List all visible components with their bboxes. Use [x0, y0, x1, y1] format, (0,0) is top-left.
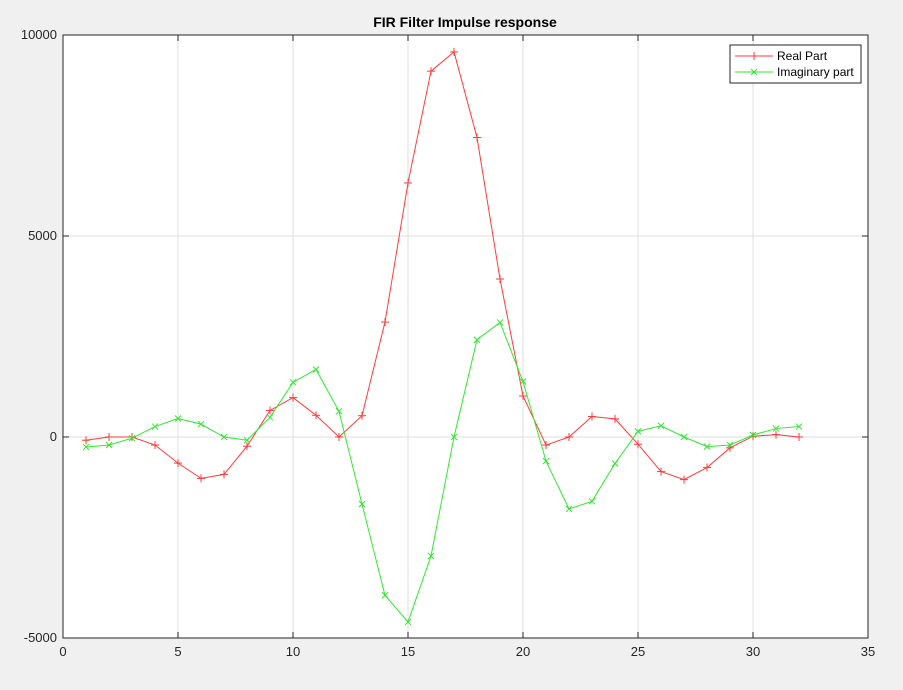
- data-point: [82, 443, 90, 451]
- data-point: [220, 433, 228, 441]
- data-point: [151, 441, 159, 450]
- data-point: [726, 441, 734, 449]
- data-point: [82, 436, 90, 445]
- data-point: [427, 552, 435, 560]
- data-point: [266, 406, 274, 415]
- data-point: [565, 505, 573, 513]
- legend: Real Part Imaginary part: [729, 44, 862, 84]
- data-point: [243, 442, 251, 451]
- legend-marker-imag: [750, 68, 758, 76]
- data-point: [519, 378, 527, 385]
- data-point: [358, 500, 366, 508]
- data-point: [358, 411, 366, 420]
- x-tick-label: 30: [746, 644, 760, 659]
- chart-title: FIR Filter Impulse response: [373, 14, 557, 30]
- data-point: [243, 436, 251, 444]
- data-point: [611, 460, 619, 467]
- data-point: [703, 463, 711, 472]
- legend-box: [729, 44, 862, 84]
- legend-label-imag: Imaginary part: [777, 65, 854, 79]
- data-point: [312, 366, 320, 373]
- y-tick-label: -5000: [24, 630, 57, 645]
- x-tick-label: 10: [286, 644, 300, 659]
- data-point: [473, 133, 481, 142]
- data-point: [450, 47, 458, 56]
- series-real-part: [82, 47, 803, 484]
- data-point: [381, 592, 389, 599]
- x-tick-label: 20: [516, 644, 530, 659]
- series-line: [85, 50, 800, 481]
- data-point: [634, 428, 642, 435]
- x-tick-label: 25: [631, 644, 645, 659]
- data-point: [105, 441, 113, 449]
- data-point: [404, 618, 412, 626]
- data-point: [542, 457, 550, 465]
- data-point: [749, 431, 757, 439]
- data-point: [151, 423, 159, 430]
- data-point: [335, 407, 343, 415]
- data-point: [657, 467, 665, 476]
- data-point: [680, 433, 688, 441]
- plot-area: [63, 35, 868, 638]
- data-point: [703, 443, 711, 451]
- series-layer: [82, 47, 803, 626]
- data-point: [312, 411, 320, 420]
- data-point: [289, 393, 297, 402]
- data-point: [611, 414, 619, 423]
- data-point: [496, 275, 504, 284]
- data-point: [450, 433, 458, 441]
- series-line: [85, 321, 800, 623]
- data-point: [220, 470, 228, 479]
- y-tick-label: 0: [50, 429, 57, 444]
- data-point: [634, 440, 642, 449]
- data-point: [174, 415, 182, 422]
- data-point: [174, 459, 182, 468]
- data-point: [795, 433, 803, 441]
- data-point: [197, 420, 205, 428]
- y-tick-label: 5000: [28, 228, 57, 243]
- data-point: [519, 391, 527, 400]
- data-point: [657, 422, 665, 430]
- data-point: [404, 178, 412, 187]
- legend-label-real: Real Part: [777, 49, 828, 63]
- data-point: [473, 336, 481, 344]
- data-point: [105, 433, 113, 441]
- x-tick-label: 15: [401, 644, 415, 659]
- x-tick-label: 35: [861, 644, 875, 659]
- axes-box: [62, 34, 869, 639]
- data-point: [772, 425, 780, 432]
- data-point: [266, 413, 274, 421]
- data-point: [197, 474, 205, 483]
- data-point: [381, 318, 389, 327]
- data-point: [542, 441, 550, 450]
- data-point: [289, 378, 297, 386]
- data-point: [565, 433, 573, 441]
- data-point: [335, 433, 343, 441]
- data-point: [427, 67, 435, 76]
- data-point: [588, 412, 596, 421]
- series-imaginary-part: [82, 319, 803, 626]
- data-point: [128, 434, 136, 442]
- data-point: [772, 430, 780, 439]
- data-point: [680, 475, 688, 484]
- data-point: [588, 497, 596, 505]
- y-tick-label: 10000: [21, 27, 57, 42]
- data-point: [496, 319, 504, 326]
- x-tick-label: 0: [59, 644, 66, 659]
- legend-marker-real: [750, 52, 758, 60]
- data-point: [795, 423, 803, 430]
- x-tick-label: 5: [174, 644, 181, 659]
